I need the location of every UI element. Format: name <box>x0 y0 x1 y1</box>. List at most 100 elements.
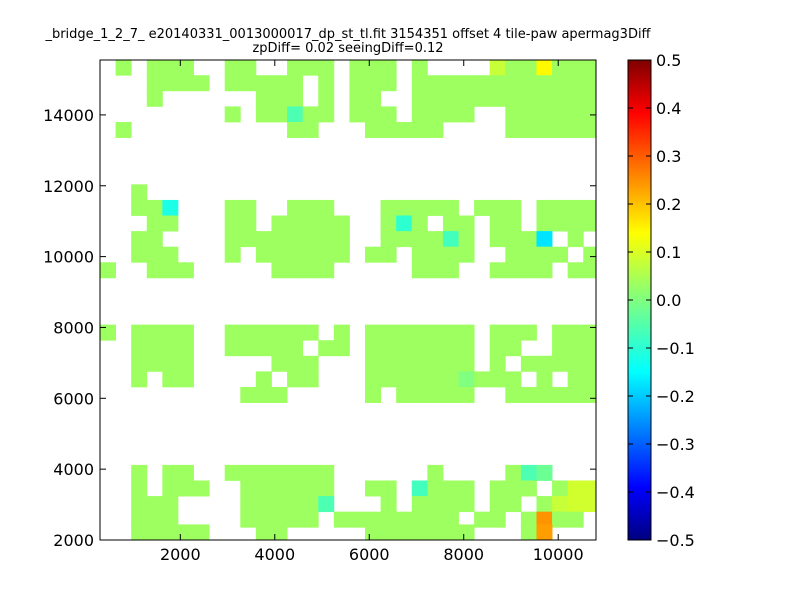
heatmap-cell <box>505 75 522 92</box>
heatmap-cell <box>411 340 428 357</box>
heatmap-cell <box>520 90 537 107</box>
heatmap-cell <box>411 262 428 279</box>
heatmap-cell <box>162 480 179 497</box>
heatmap-cell <box>505 324 522 341</box>
heatmap-cell <box>396 199 413 216</box>
heatmap-cell <box>365 90 381 107</box>
y-tick-label: 12000 <box>43 177 94 196</box>
heatmap-cell <box>271 496 288 513</box>
heatmap-cell <box>162 355 179 372</box>
heatmap-cell <box>536 60 553 76</box>
heatmap-cell <box>583 371 597 388</box>
heatmap-cell <box>567 262 584 279</box>
heatmap-cell <box>287 121 304 138</box>
heatmap-cell <box>520 480 537 497</box>
heatmap-cell <box>442 355 459 372</box>
heatmap-cell <box>365 246 381 263</box>
plot-area: 2000 4000 6000 8000 10000 2000 4000 6000 8000 10… <box>43 59 597 564</box>
heatmap-cell <box>177 75 194 92</box>
x-axis: 2000 4000 6000 8000 10000 <box>160 60 584 564</box>
heatmap-cell <box>177 464 194 481</box>
heatmap-cell <box>583 246 597 263</box>
heatmap-cell <box>224 340 241 357</box>
heatmap-cell <box>271 355 288 372</box>
heatmap-cell <box>318 199 335 216</box>
heatmap-cell <box>552 121 569 138</box>
heatmap-cell <box>287 324 304 341</box>
heatmap-cell <box>380 511 397 528</box>
heatmap-cell <box>380 324 397 341</box>
heatmap-cell <box>131 511 148 528</box>
heatmap-cell <box>318 496 335 513</box>
heatmap-cell <box>567 121 584 138</box>
heatmap-cell <box>411 246 428 263</box>
heatmap-cell <box>520 246 537 263</box>
heatmap-cell <box>255 371 272 388</box>
heatmap-cell <box>442 215 459 232</box>
heatmap-cell <box>240 464 257 481</box>
heatmap-cell <box>396 511 413 528</box>
heatmap-cell <box>287 464 304 481</box>
y-tick-label: 14000 <box>43 106 94 125</box>
heatmap-cell <box>442 106 459 123</box>
heatmap-cell <box>365 340 381 357</box>
heatmap-cell <box>489 215 506 232</box>
heatmap-cell <box>271 464 288 481</box>
heatmap-cell <box>333 231 350 248</box>
heatmap-cell <box>442 340 459 357</box>
heatmap-cell <box>271 246 288 263</box>
heatmap-cell <box>318 75 335 92</box>
heatmap-cell <box>365 75 381 92</box>
heatmap-cell <box>255 386 272 403</box>
heatmap-cell <box>505 262 522 279</box>
heatmap-cell <box>427 262 444 279</box>
heatmap-cell <box>302 199 319 216</box>
heatmap-cell <box>489 355 506 372</box>
heatmap-cell <box>458 231 475 248</box>
heatmap-cell <box>287 231 304 248</box>
heatmap-cell <box>567 340 584 357</box>
heatmap-cell <box>567 480 584 497</box>
heatmap-cell <box>365 106 381 123</box>
heatmap-cell <box>287 199 304 216</box>
heatmap-cell <box>427 496 444 513</box>
heatmap-cell <box>458 496 475 513</box>
heatmap-cell <box>302 246 319 263</box>
heatmap-cell <box>411 480 428 497</box>
heatmap-cell <box>287 215 304 232</box>
heatmap-cell <box>146 199 163 216</box>
heatmap-cell <box>255 524 272 541</box>
heatmap-cell <box>520 262 537 279</box>
heatmap-cell <box>536 90 553 107</box>
heatmap-cell <box>458 324 475 341</box>
heatmap-cell <box>302 262 319 279</box>
heatmap-cell <box>162 340 179 357</box>
heatmap-cell <box>552 511 569 528</box>
colorbar-tick-label: 0.2 <box>656 195 681 214</box>
heatmap-cell <box>536 121 553 138</box>
heatmap-cell <box>411 106 428 123</box>
heatmap-cell <box>380 106 397 123</box>
heatmap-cell <box>583 324 597 341</box>
heatmap-cell <box>520 524 537 541</box>
heatmap-cell <box>583 90 597 107</box>
heatmap-cell <box>349 90 366 107</box>
heatmap-cell <box>474 75 491 92</box>
heatmap-cell <box>318 60 335 76</box>
heatmap-cell <box>302 480 319 497</box>
heatmap-cell <box>162 496 179 513</box>
heatmap-cell <box>365 60 381 76</box>
heatmap-cell <box>131 246 148 263</box>
x-tick-label: 4000 <box>254 545 295 564</box>
heatmap-cell <box>146 90 163 107</box>
heatmap-cell <box>536 199 553 216</box>
heatmap-cell <box>240 511 257 528</box>
heatmap-cell <box>442 199 459 216</box>
heatmap-cell <box>380 340 397 357</box>
colorbar-tick-label: −0.1 <box>656 339 695 358</box>
heatmap-cell <box>380 480 397 497</box>
x-tick-label: 10000 <box>533 545 584 564</box>
heatmap-cell <box>146 60 163 76</box>
x-tick-label: 2000 <box>160 545 201 564</box>
